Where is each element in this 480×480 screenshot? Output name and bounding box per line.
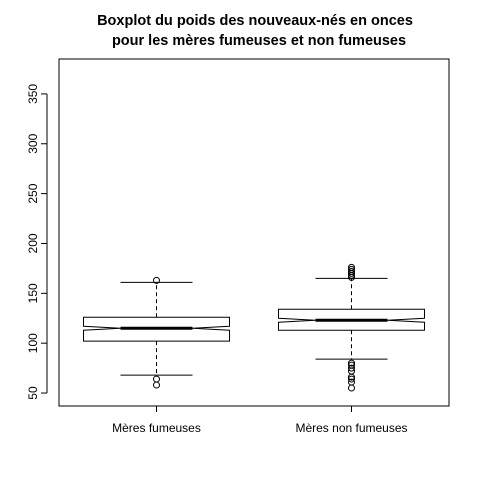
chart-title: Boxplot du poids des nouveaux-nés en onc… bbox=[97, 13, 413, 49]
outlier-point bbox=[348, 375, 355, 383]
outlier-point bbox=[348, 267, 355, 275]
outlier-point bbox=[348, 265, 355, 273]
y-tick-label: 300 bbox=[26, 133, 40, 153]
chart-title-line-2: pour les mères fumeuses et non fumeuses bbox=[112, 33, 406, 49]
y-tick-label: 350 bbox=[26, 84, 40, 104]
y-tick-label: 150 bbox=[26, 283, 40, 303]
box-smokers bbox=[83, 276, 230, 389]
chart-title-line-1: Boxplot du poids des nouveaux-nés en onc… bbox=[97, 13, 413, 29]
box-non-smokers bbox=[278, 263, 425, 392]
outlier-point bbox=[348, 384, 355, 392]
y-tick-label: 50 bbox=[26, 386, 40, 400]
plot-frame bbox=[58, 58, 450, 407]
outlier-point bbox=[348, 359, 355, 367]
outlier-point bbox=[153, 276, 160, 284]
outlier-point bbox=[153, 375, 160, 383]
y-tick-label: 200 bbox=[26, 233, 40, 253]
x-tick-label: Mères non fumeuses bbox=[295, 421, 407, 435]
notched-box bbox=[83, 316, 230, 342]
boxes bbox=[83, 263, 425, 392]
outlier-point bbox=[348, 364, 355, 372]
y-tick-label: 100 bbox=[26, 333, 40, 353]
outlier-point bbox=[348, 361, 355, 369]
x-axis: Mères fumeuses Mères non fumeuses bbox=[112, 406, 408, 435]
y-axis: 50 100 150 200 250 300 350 bbox=[26, 84, 48, 400]
outlier-point bbox=[348, 263, 355, 271]
outlier-point bbox=[348, 378, 355, 386]
x-tick-label: Mères fumeuses bbox=[112, 421, 201, 435]
outlier-point bbox=[153, 381, 160, 389]
notched-box bbox=[278, 308, 425, 331]
y-tick-label: 250 bbox=[26, 183, 40, 203]
